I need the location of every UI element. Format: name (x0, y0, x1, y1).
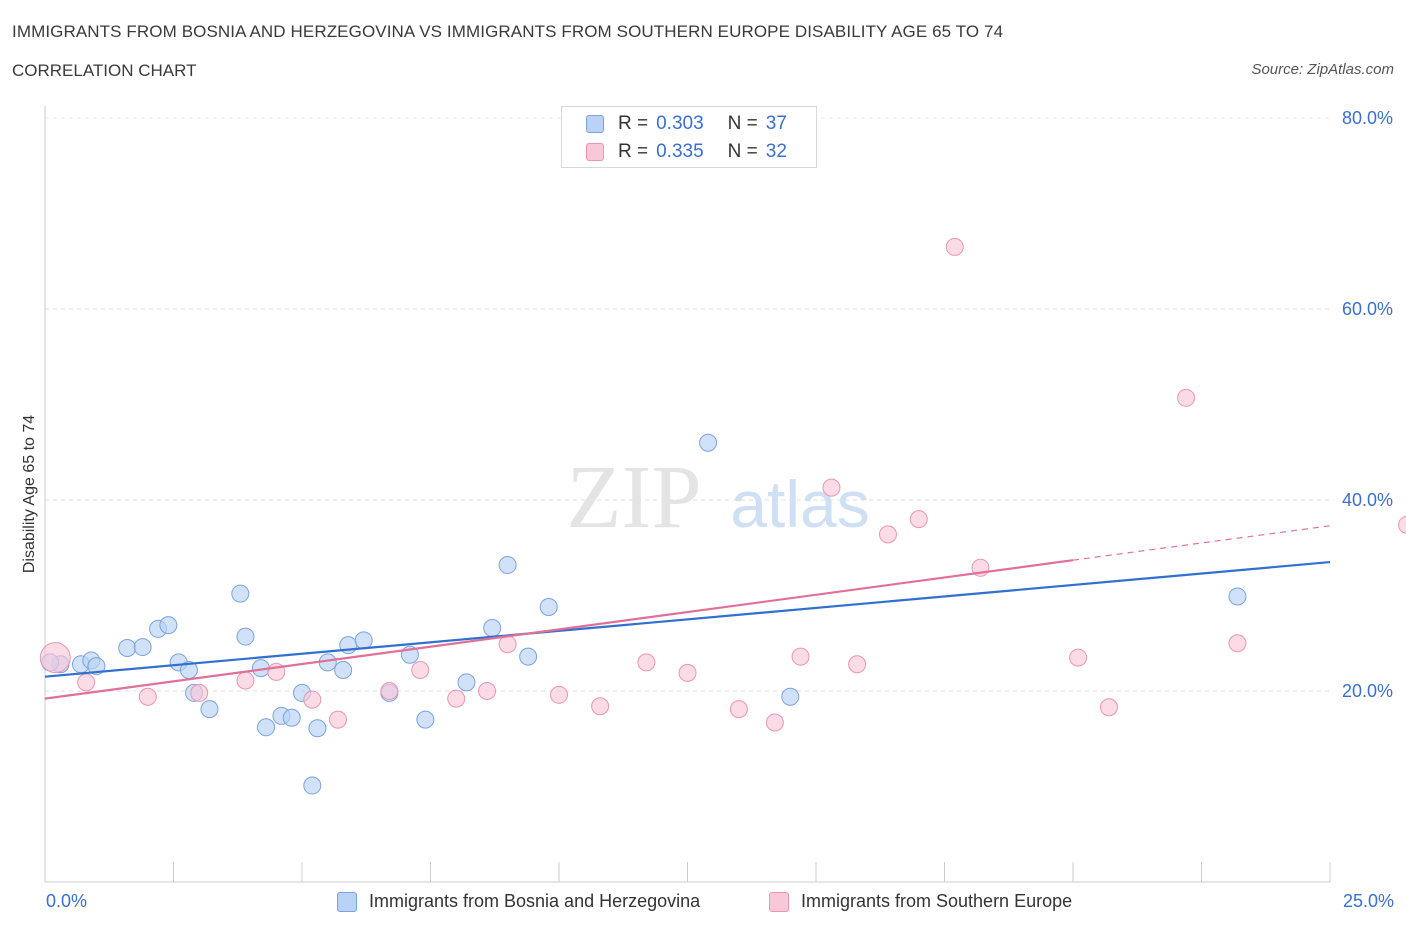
southern-europe-point (678, 663, 697, 682)
gridlines (45, 117, 1330, 692)
bosnia-point (303, 776, 322, 795)
legend-stats-row-blue: R = 0.303 N = 37 (586, 112, 787, 136)
r-label: R = (618, 113, 649, 134)
chart-subtitle: CORRELATION CHART (12, 61, 197, 80)
legend-stats: R = 0.303 N = 37 R = 0.335 N = 32 (561, 106, 817, 168)
bosnia-point (699, 433, 718, 452)
bosnia-point (133, 638, 152, 657)
southern-europe-trend-extension (1072, 525, 1331, 561)
southern-europe-point (729, 700, 748, 719)
bosnia-point (236, 627, 255, 646)
southern-europe-point (328, 710, 347, 729)
pink-swatch (769, 891, 789, 912)
y-axis-label: Disability Age 65 to 74 (21, 415, 38, 573)
bosnia-point (416, 710, 435, 729)
bosnia-point (483, 618, 502, 637)
legend-stats-row-pink: R = 0.335 N = 32 (586, 140, 787, 164)
southern-europe-point (411, 660, 430, 679)
source-label: Source: ZipAtlas.com (1251, 61, 1394, 78)
bosnia-point (539, 597, 558, 616)
bosnia-point (519, 647, 538, 666)
bosnia-point (781, 687, 800, 706)
southern-europe-point (591, 697, 610, 716)
southern-europe-trend-line (44, 559, 1074, 700)
bosnia-point (308, 719, 327, 738)
southern-europe-point (765, 713, 784, 732)
bosnia-point (498, 555, 517, 574)
bosnia-point (354, 631, 373, 650)
southern-europe-point (878, 525, 897, 544)
y-tick-label: 60.0% (1342, 299, 1393, 319)
southern-europe-point (39, 642, 71, 674)
southern-europe-point (1398, 515, 1406, 534)
southern-europe-point (1069, 648, 1088, 667)
bosnia-point (159, 616, 178, 635)
watermark-zip: ZIP (567, 448, 702, 547)
southern-europe-point (822, 478, 841, 497)
bosnia-point (231, 584, 250, 603)
southern-europe-point (77, 673, 96, 692)
southern-europe-point (550, 685, 568, 704)
chart-title: IMMIGRANTS FROM BOSNIA AND HERZEGOVINA V… (12, 22, 1004, 41)
pink-swatch (586, 143, 604, 161)
y-tick-label: 40.0% (1342, 490, 1393, 510)
southern-europe-point (1228, 634, 1247, 653)
southern-europe-point (791, 647, 810, 666)
southern-europe-point (945, 237, 964, 256)
southern-europe-point (236, 671, 255, 690)
legend-label-southern-europe: Immigrants from Southern Europe (801, 891, 1073, 911)
n-label: N = (727, 113, 758, 134)
n-value: 37 (765, 113, 787, 134)
bosnia-point (1228, 587, 1247, 606)
bosnia-point (334, 660, 353, 679)
watermark: ZIP atlas (567, 448, 870, 547)
blue-swatch (337, 891, 357, 912)
r-value: 0.335 (656, 141, 704, 162)
data-points (39, 237, 1406, 795)
y-tick-label: 20.0% (1342, 681, 1393, 701)
southern-europe-point (1177, 388, 1196, 407)
bosnia-point (457, 673, 476, 692)
bosnia-point (87, 657, 106, 676)
n-value: 32 (765, 141, 787, 162)
x-axis-max-label: 25.0% (1342, 891, 1394, 911)
legend-series: Immigrants from Bosnia and Herzegovina I… (0, 889, 1406, 915)
bosnia-point (200, 700, 219, 719)
bosnia-trend-line (44, 560, 1331, 678)
southern-europe-point (190, 683, 209, 702)
r-label: R = (618, 141, 649, 162)
southern-europe-point (380, 682, 399, 700)
y-tick-label: 80.0% (1342, 108, 1393, 128)
bosnia-point (282, 708, 301, 727)
watermark-atlas: atlas (730, 467, 869, 541)
legend-item-bosnia[interactable]: Immigrants from Bosnia and Herzegovina (337, 891, 700, 912)
southern-europe-point (447, 689, 466, 708)
southern-europe-point (138, 687, 157, 706)
r-value: 0.303 (656, 113, 704, 134)
southern-europe-point (909, 510, 928, 529)
blue-swatch (586, 115, 604, 133)
trend-lines (44, 525, 1331, 700)
axes (44, 106, 1331, 883)
southern-europe-point (848, 655, 867, 674)
legend-item-southern-europe[interactable]: Immigrants from Southern Europe (769, 891, 1072, 912)
legend-label-bosnia: Immigrants from Bosnia and Herzegovina (369, 891, 701, 911)
southern-europe-point (303, 690, 322, 709)
southern-europe-point (1099, 698, 1118, 717)
bosnia-point (118, 639, 137, 658)
y-tick-labels: 80.0% 60.0% 40.0% 20.0% (1342, 108, 1393, 701)
x-axis-min-label: 0.0% (46, 891, 88, 911)
bosnia-point (257, 718, 276, 737)
n-label: N = (727, 141, 758, 162)
southern-europe-point (478, 682, 497, 700)
southern-europe-point (498, 635, 517, 654)
southern-europe-point (637, 653, 656, 672)
